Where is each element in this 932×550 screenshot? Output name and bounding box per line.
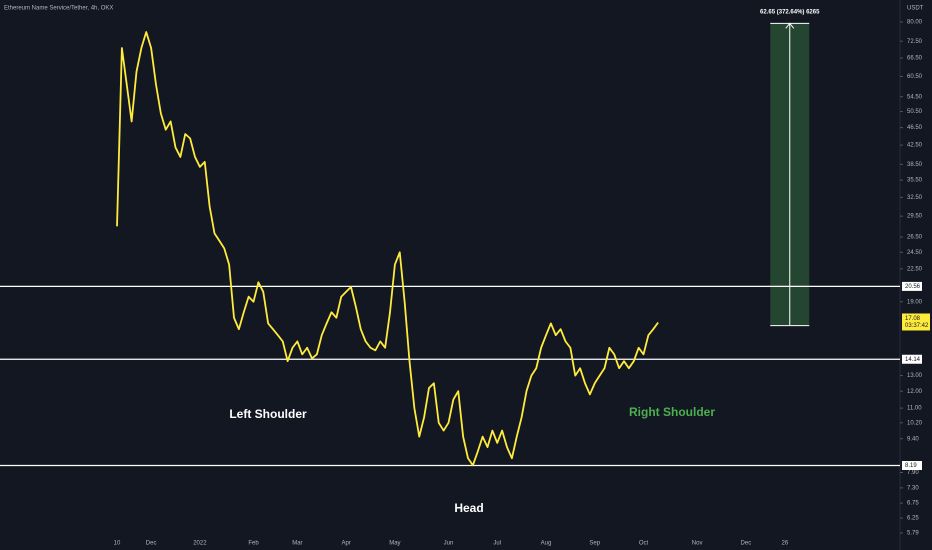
y-tick-label: 46.50 [907,125,923,131]
x-tick-label: Dec [146,541,157,547]
y-tick-label: 13.00 [907,373,923,379]
measure-label: 62.65 (372.64%) 6265 [760,10,820,16]
x-tick-label: Jun [444,541,454,547]
price-tag [902,281,922,291]
price-tag [902,354,922,364]
y-axis-label: USDT [907,6,924,12]
price-tag-label: 8.19 [905,463,917,469]
y-tick-label: 60.50 [907,74,923,80]
annotation: Head [454,501,483,515]
x-tick-label: 26 [782,541,789,547]
last-price-tag [902,313,930,331]
y-tick-label: 7.30 [907,485,919,491]
y-tick-label: 32.50 [907,195,923,201]
x-tick-label: 2022 [193,541,207,547]
y-tick-label: 12.00 [907,389,923,395]
y-tick-label: 72.50 [907,39,923,45]
chart-title: Ethereum Name Service/Tether, 4h, OKX [4,6,113,12]
y-tick-label: 38.50 [907,162,923,168]
x-tick-label: Feb [248,541,259,547]
y-tick-label: 10.20 [907,420,923,426]
x-tick-label: Nov [692,541,703,547]
x-tick-label: Dec [741,541,752,547]
y-tick-label: 35.50 [907,178,923,184]
y-tick-label: 6.75 [907,501,919,507]
y-tick-label: 22.50 [907,266,923,272]
countdown-label: 03:37:42 [905,323,929,329]
y-tick-label: 7.90 [907,470,919,476]
last-price-label: 17.08 [905,316,921,322]
y-tick-label: 5.79 [907,531,919,537]
y-tick-label: 6.25 [907,516,919,522]
price-tag-label: 20.56 [905,284,921,290]
annotation: Right Shoulder [629,405,715,419]
y-tick-label: 26.50 [907,235,923,241]
y-tick-label: 29.50 [907,214,923,220]
y-tick-label: 66.50 [907,56,923,62]
y-tick-label: 54.50 [907,94,923,100]
y-tick-label: 24.50 [907,250,923,256]
x-tick-label: Aug [541,541,552,547]
price-line [116,31,659,467]
y-tick-label: 50.50 [907,109,923,115]
x-tick-label: Apr [341,541,350,547]
y-tick-label: 11.00 [907,406,922,412]
y-tick-label: 42.50 [907,143,923,149]
x-tick-label: May [389,541,400,547]
price-tag [902,460,922,470]
price-tag-label: 14.14 [905,357,921,363]
annotation: Left Shoulder [229,407,307,421]
x-tick-label: Oct [639,541,649,547]
y-tick-label: 19.00 [907,299,923,305]
x-tick-label: Sep [589,541,600,547]
x-tick-label: Jul [493,541,501,547]
x-tick-label: Mar [292,541,302,547]
y-tick-label: 9.40 [907,436,919,442]
x-tick-label: 10 [114,541,121,547]
y-tick-label: 80.00 [907,20,923,26]
